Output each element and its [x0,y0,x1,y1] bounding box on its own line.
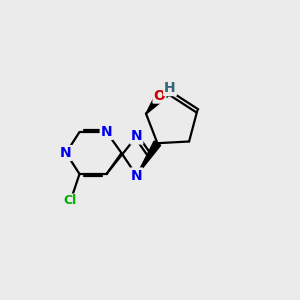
Text: N: N [131,130,142,143]
Text: Cl: Cl [64,194,77,208]
Text: H: H [164,81,176,95]
Polygon shape [146,93,163,114]
Polygon shape [136,141,161,176]
Text: O: O [154,88,165,103]
Text: N: N [131,169,142,182]
Text: N: N [60,146,72,160]
Text: N: N [101,125,112,139]
